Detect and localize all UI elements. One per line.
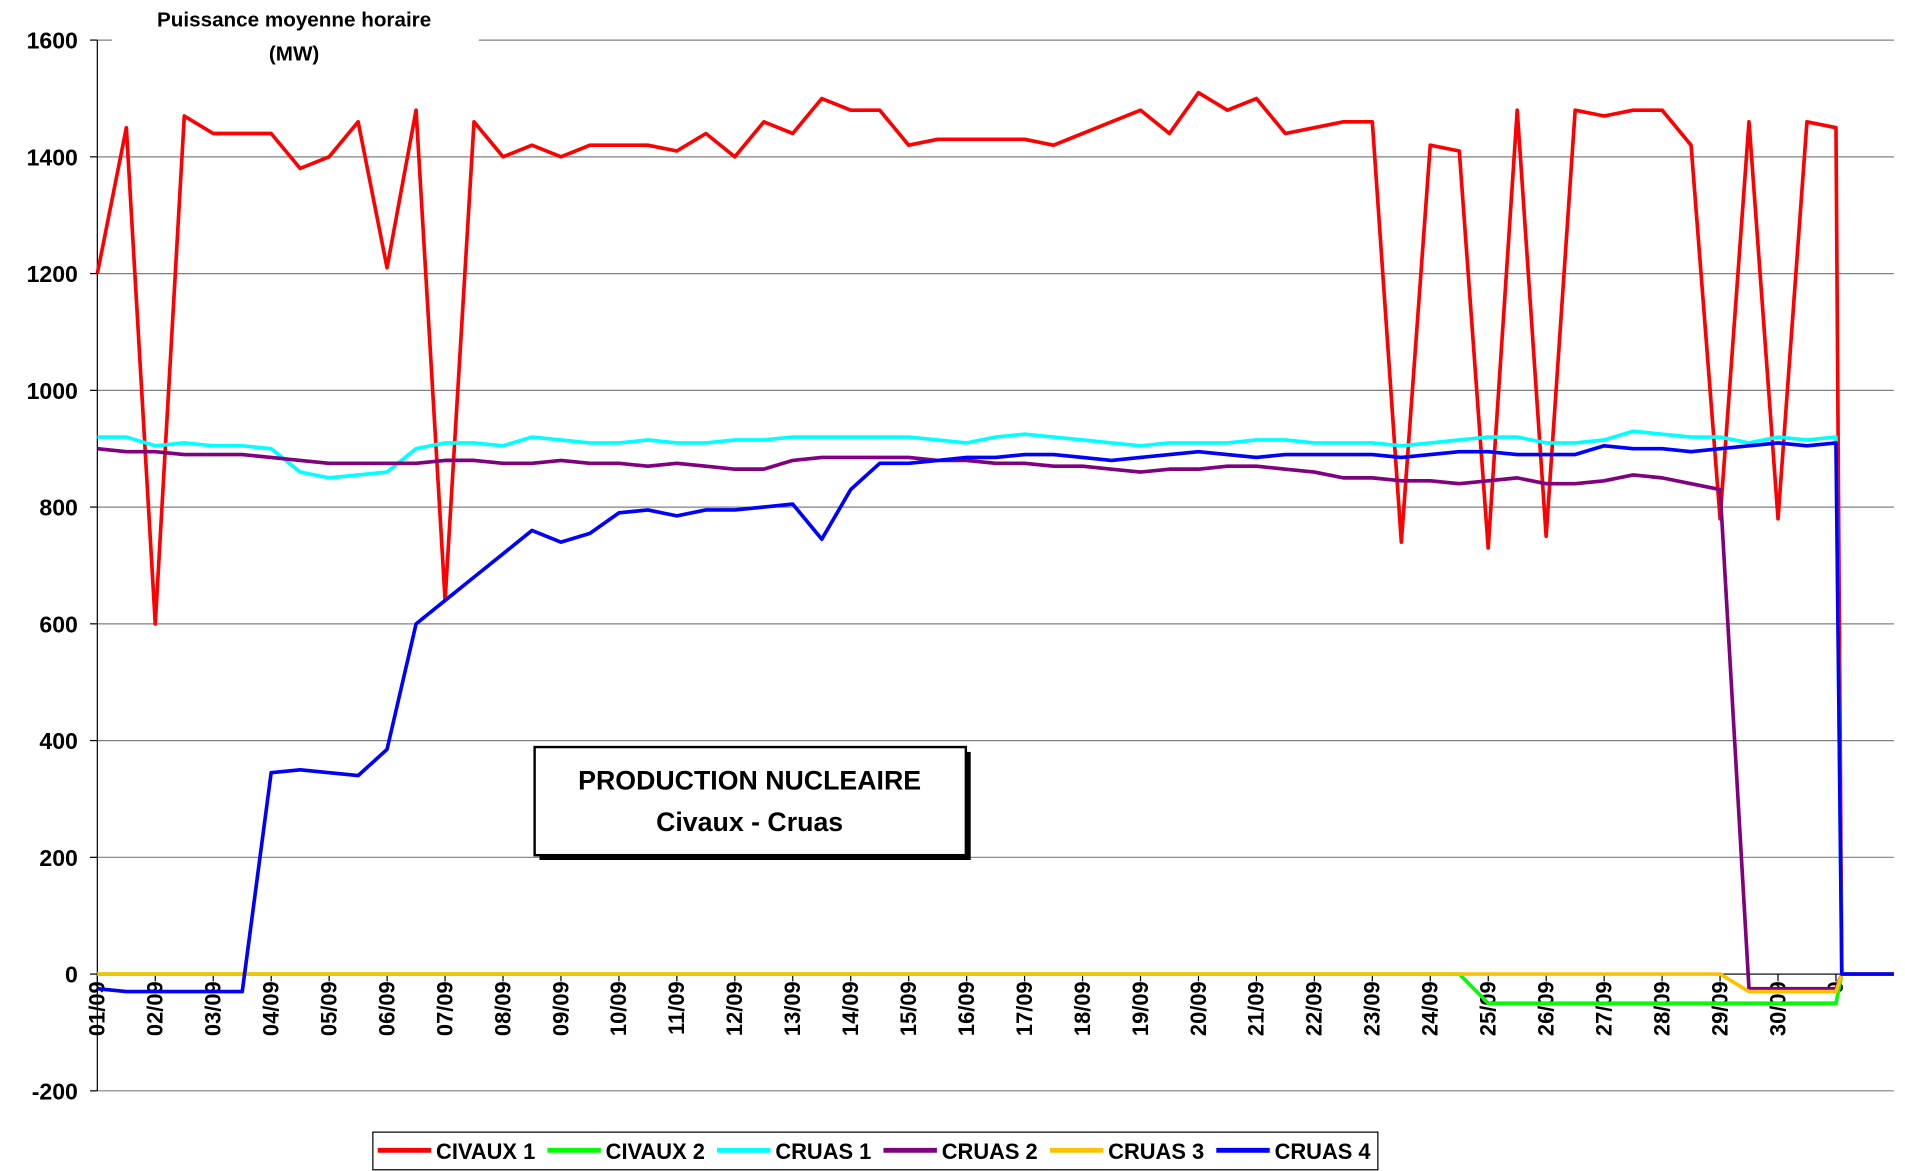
- y-tick-label: 200: [39, 845, 77, 871]
- x-tick-label: 27/09: [1591, 981, 1616, 1036]
- x-tick-label: 15/09: [896, 981, 921, 1036]
- x-tick-label: 10/09: [606, 981, 631, 1036]
- series-line: [95, 90, 1894, 976]
- legend: CIVAUX 1 CIVAUX 2 CRUAS 1 CRUAS 2 CRUAS 3 CRU…: [372, 1131, 1379, 1171]
- x-tick-label: 25/09: [1476, 981, 1501, 1036]
- x-tick-label: 17/09: [1012, 981, 1037, 1036]
- y-tick-label: 1000: [27, 378, 78, 404]
- x-tick-label: 11/09: [664, 981, 689, 1035]
- x-tick-label: 09/09: [548, 981, 573, 1036]
- chart-title: PRODUCTION NUCLEAIRE: [578, 766, 921, 796]
- x-tick-label: 26/09: [1533, 981, 1558, 1036]
- y-tick-label: 400: [39, 728, 77, 754]
- series-line: [97, 429, 1894, 976]
- x-tick-label: 03/09: [201, 981, 226, 1036]
- x-tick-label: 21/09: [1244, 981, 1269, 1036]
- x-tick-label: 06/09: [374, 981, 399, 1036]
- x-tick-label: 19/09: [1128, 981, 1153, 1036]
- x-tick-label: 02/09: [143, 981, 168, 1036]
- x-tick-label: 20/09: [1186, 981, 1211, 1036]
- series-line: [97, 441, 1894, 994]
- y-tick-label: 1600: [27, 28, 78, 54]
- series-line: [97, 972, 1894, 1006]
- x-tick-label: 05/09: [316, 981, 341, 1036]
- x-tick-label: 08/09: [490, 981, 515, 1036]
- annotation-box: [533, 745, 968, 857]
- x-tick-label: 23/09: [1360, 981, 1385, 1036]
- y-tick-label: 1400: [27, 144, 78, 170]
- legend-label: CRUAS 4: [1275, 1139, 1372, 1164]
- y-tick-label: 1200: [27, 261, 78, 287]
- legend-label: CRUAS 1: [775, 1139, 871, 1164]
- label-bg: [111, 4, 479, 76]
- y-axis-unit: (MW): [269, 43, 319, 66]
- y-tick-label: 800: [39, 495, 77, 521]
- y-tick-label: 0: [65, 962, 78, 988]
- x-tick-label: 12/09: [722, 981, 747, 1036]
- x-tick-label: 16/09: [954, 981, 979, 1036]
- x-tick-label: 18/09: [1070, 981, 1095, 1036]
- legend-label: CRUAS 3: [1108, 1139, 1204, 1164]
- x-tick-label: 07/09: [432, 981, 457, 1036]
- legend-box: [372, 1131, 1379, 1171]
- x-tick-label: 22/09: [1302, 981, 1327, 1036]
- y-tick-label: 600: [39, 611, 77, 637]
- lines: [95, 90, 1894, 1006]
- x-tick-label: 29/09: [1707, 981, 1732, 1036]
- series-line: [97, 446, 1894, 991]
- x-tick-label: 24/09: [1418, 981, 1443, 1036]
- x-tick-label: 28/09: [1649, 981, 1674, 1036]
- x-tick-label: 14/09: [838, 981, 863, 1036]
- x-tick-label: 13/09: [780, 981, 805, 1036]
- chart-subtitle: Civaux - Cruas: [656, 807, 843, 837]
- x-tick-label: 04/09: [258, 981, 283, 1036]
- legend-label: CRUAS 2: [942, 1139, 1038, 1164]
- legend-label: CIVAUX 1: [436, 1139, 535, 1164]
- legend-label: CIVAUX 2: [606, 1139, 705, 1164]
- series-line: [97, 972, 1894, 994]
- y-axis-label: Puissance moyenne horaire: [157, 9, 431, 32]
- y-tick-label: -200: [32, 1078, 78, 1104]
